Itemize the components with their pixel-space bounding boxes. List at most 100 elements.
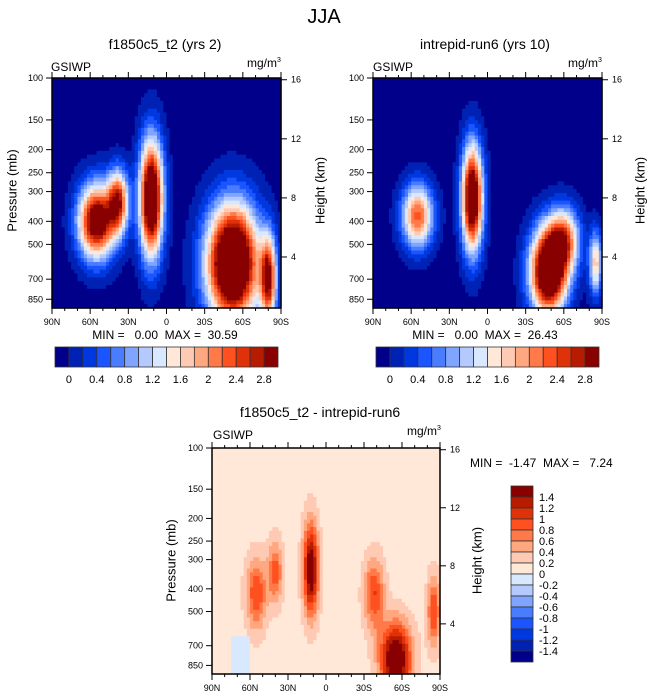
contour-cell (90, 262, 94, 267)
contour-cell (246, 242, 250, 248)
contour-cell (77, 127, 82, 133)
contour-cell (207, 78, 212, 83)
contour-cell (217, 265, 222, 271)
contour-cell (436, 97, 441, 102)
contour-cell (153, 189, 158, 194)
contour-cell (52, 104, 56, 110)
contour-cell (226, 139, 231, 144)
contour-cell (277, 300, 282, 305)
contour-cell (191, 216, 196, 221)
contour-cell (182, 204, 187, 209)
contour-cell (144, 173, 149, 179)
contour-cell (121, 116, 126, 121)
contour-cell (80, 139, 85, 144)
contour-cell (156, 304, 161, 309)
contour-cell (52, 300, 56, 305)
contour-cell (204, 273, 209, 278)
contour-cell (172, 101, 177, 106)
contour-cell (71, 212, 75, 217)
contour-cell (252, 185, 257, 190)
contour-cell (131, 147, 136, 152)
contour-cell (255, 288, 260, 294)
contour-cell (52, 131, 56, 137)
contour-cell (77, 204, 82, 209)
contour-cell (172, 292, 177, 298)
contour-cell (271, 143, 276, 148)
contour-cell (147, 208, 152, 213)
contour-cell (500, 101, 504, 106)
contour-cell (137, 300, 142, 305)
contour-cell (74, 150, 79, 156)
contour-cell (96, 158, 101, 163)
contour-cell (77, 181, 82, 186)
colorbar-label: 2.4 (229, 374, 244, 386)
contour-cell (204, 139, 209, 144)
contour-cell (201, 93, 206, 98)
contour-cell (134, 181, 139, 186)
contour-cell (277, 97, 282, 102)
contour-cell (188, 154, 193, 160)
contour-cell (268, 258, 273, 263)
contour-cell (226, 196, 231, 202)
contour-cell (153, 212, 158, 217)
contour-cell (195, 227, 199, 232)
contour-cell (271, 177, 276, 183)
contour-cell (166, 300, 171, 305)
contour-cell (274, 143, 279, 148)
contour-cell (156, 97, 161, 102)
contour-cell (58, 254, 63, 259)
contour-cell (134, 219, 139, 225)
contour-cell (137, 231, 142, 236)
contour-cell (462, 78, 466, 83)
contour-cell (191, 147, 196, 152)
contour-cell (128, 127, 133, 133)
contour-cell (560, 81, 565, 87)
contour-cell (211, 200, 215, 206)
contour-cell (201, 296, 206, 301)
contour-cell (99, 154, 104, 160)
contour-cell (55, 189, 59, 194)
contour-cell (236, 150, 241, 156)
contour-cell (93, 124, 98, 129)
contour-cell (249, 292, 253, 298)
contour-cell (118, 101, 123, 106)
contour-cell (141, 277, 145, 282)
contour-cell (249, 281, 253, 286)
contour-cell (169, 250, 174, 255)
contour-cell (249, 139, 253, 144)
contour-cell (592, 85, 597, 91)
contour-cell (58, 108, 63, 114)
contour-cell (74, 112, 79, 117)
contour-cell (220, 246, 225, 252)
contour-cell (191, 235, 196, 240)
contour-cell (217, 104, 222, 110)
contour-cell (211, 227, 215, 232)
contour-cell (436, 78, 441, 83)
contour-cell (506, 97, 511, 102)
contour-cell (93, 101, 98, 106)
contour-cell (55, 223, 59, 229)
contour-cell (109, 158, 114, 163)
contour-cell (96, 204, 101, 209)
contour-cell (109, 150, 114, 156)
contour-cell (176, 124, 180, 129)
contour-cell (497, 93, 501, 98)
contour-cell (214, 116, 218, 121)
contour-cell (134, 250, 139, 255)
contour-cell (96, 200, 101, 206)
contour-cell (255, 112, 260, 117)
contour-cell (118, 269, 123, 275)
contour-cell (557, 93, 562, 98)
contour-cell (239, 116, 244, 121)
contour-cell (265, 143, 269, 148)
contour-cell (96, 127, 101, 133)
contour-cell (144, 147, 149, 152)
contour-cell (271, 208, 276, 213)
contour-cell (233, 254, 238, 259)
contour-cell (86, 204, 91, 209)
contour-cell (153, 193, 158, 198)
contour-cell (249, 254, 253, 259)
contour-cell (503, 93, 508, 98)
contour-cell (249, 116, 253, 121)
contour-cell (134, 223, 139, 229)
